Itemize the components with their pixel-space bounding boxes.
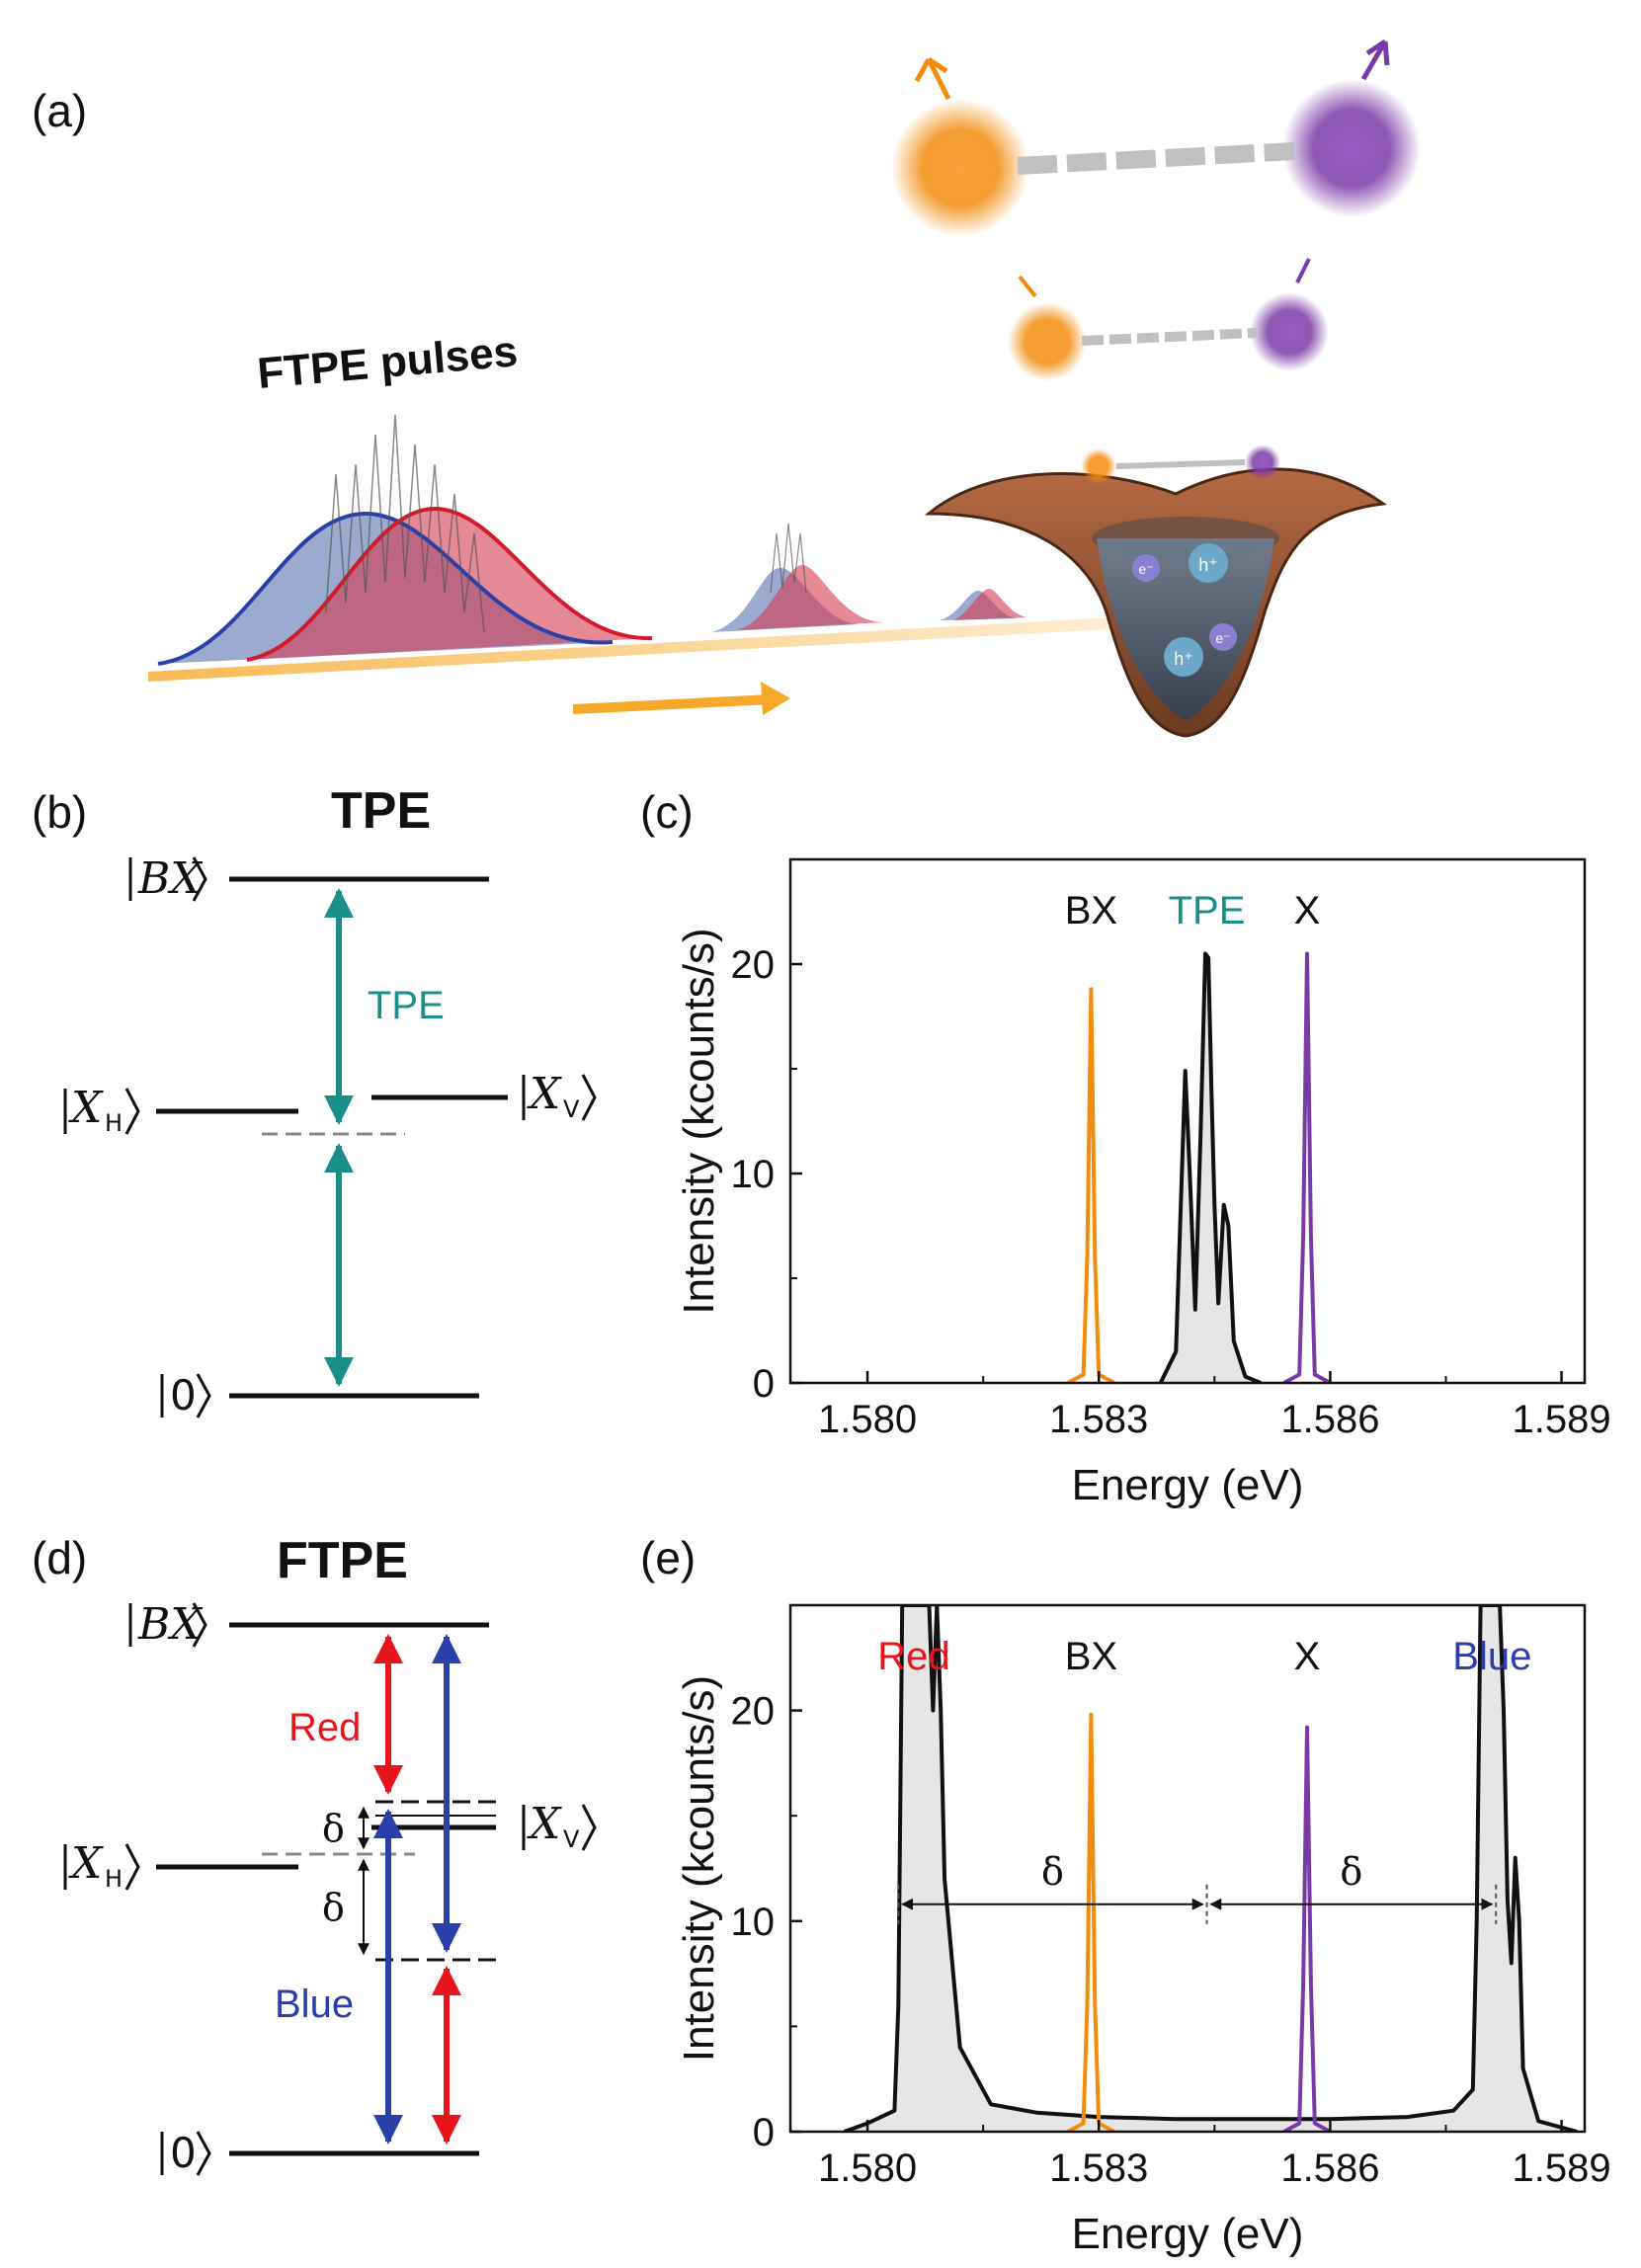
peak-label: Blue [1452, 1635, 1531, 1678]
ket-xv: X V [522, 1069, 597, 1123]
electron-icon [1209, 623, 1237, 651]
y-tick-label: 0 [753, 1362, 775, 1406]
plot-frame [788, 1603, 1587, 2134]
svg-text:X: X [68, 1838, 104, 1889]
svg-text:X: X [527, 1799, 562, 1849]
chart-ftpe-spectrum: 1.580 1.583 1.586 1.589 0 10 20 Energy (eV) Inte… [675, 1603, 1611, 2258]
panel-d: (d) FTPE δ δ Red Blue BX X H [32, 1532, 597, 2177]
svg-text:H: H [105, 1865, 123, 1893]
red-label: Red [288, 1706, 361, 1749]
y-tick-label: 10 [731, 1153, 776, 1196]
photon-pair-medium [1008, 258, 1329, 381]
propagation-arrowhead [761, 682, 790, 715]
panel-b: (b) TPE TPE BX X H X V 0 [32, 782, 597, 1419]
x-tick-label: 1.583 [1049, 2146, 1148, 2190]
series-line-2 [1282, 1725, 1332, 2132]
svg-text:0: 0 [170, 2129, 197, 2177]
electron-label: e⁻ [1215, 630, 1230, 646]
series-fill-1 [1160, 953, 1262, 1383]
delta-label: δ [1340, 1850, 1362, 1894]
electron-label: e⁻ [1138, 561, 1153, 577]
x-axis-label: Energy (eV) [1072, 2210, 1304, 2258]
panel-label-d: (d) [32, 1532, 87, 1583]
photon-pair-small [1081, 445, 1280, 484]
x-axis-label: Energy (eV) [1072, 1461, 1304, 1509]
photon-pair-large [891, 39, 1421, 237]
y-tick-label: 10 [731, 1901, 776, 1944]
delta-label-lower: δ [322, 1886, 345, 1929]
plot-frame [788, 857, 1587, 1385]
chart-tpe-spectrum: 1.580 1.583 1.586 1.589 0 10 20 Energy (eV) Inte… [675, 857, 1611, 1509]
panel-label-b: (b) [32, 786, 87, 838]
series-line-0 [843, 1605, 1578, 2132]
ftpe-diagram-title: FTPE [277, 1532, 408, 1589]
svg-text:BX: BX [137, 853, 203, 904]
hole-icon [1189, 543, 1228, 583]
series-line-1 [1158, 951, 1262, 1383]
peak-label: X [1294, 889, 1321, 932]
panel-label-e: (e) [640, 1532, 696, 1583]
pulse-medium [711, 523, 884, 632]
series-group [1067, 951, 1332, 1383]
x-tick-label: 1.589 [1513, 2146, 1611, 2190]
ket-xv: X V [522, 1799, 597, 1853]
blue-label: Blue [275, 1983, 354, 2026]
delta-label-upper: δ [322, 1807, 345, 1850]
x-tick-label: 1.580 [818, 1398, 917, 1441]
electron-icon [1132, 554, 1160, 582]
series-group [843, 1605, 1578, 2132]
quantum-dot: h⁺ h⁺ e⁻ e⁻ [924, 467, 1387, 738]
pulse-small [939, 589, 1027, 620]
y-axis-label: Intensity (kcounts/s) [675, 1675, 723, 2062]
ket-xh: X H [63, 1838, 140, 1893]
hole-icon [1164, 637, 1203, 677]
x-tick-label: 1.583 [1049, 1398, 1148, 1441]
peak-label: TPE [1169, 889, 1246, 932]
series-line-1 [1067, 1712, 1115, 2132]
svg-text:0: 0 [170, 1371, 197, 1419]
svg-text:H: H [105, 1109, 123, 1137]
svg-text:V: V [563, 1095, 580, 1123]
x-tick-label: 1.586 [1280, 1398, 1379, 1441]
svg-text:X: X [68, 1083, 104, 1133]
panel-a: (a) FTPE pulses [32, 39, 1421, 738]
ket-bx: BX [128, 1599, 207, 1650]
peak-label: Red [877, 1635, 949, 1678]
hole-label: h⁺ [1174, 649, 1193, 669]
ket-ground: 0 [160, 1371, 211, 1419]
panel-label-c: (c) [640, 786, 694, 838]
svg-text:X: X [527, 1069, 562, 1119]
svg-text:V: V [563, 1825, 580, 1853]
pulses-label: FTPE pulses [256, 327, 520, 398]
svg-text:BX: BX [137, 1599, 203, 1650]
x-tick-label: 1.586 [1280, 2146, 1379, 2190]
y-tick-label: 20 [731, 943, 776, 987]
ket-xh: X H [63, 1083, 140, 1137]
panel-label-a: (a) [32, 85, 87, 136]
y-axis-label: Intensity (kcounts/s) [675, 928, 723, 1314]
propagation-arrow [572, 694, 772, 714]
peak-label: BX [1065, 1635, 1117, 1678]
series-fill-0 [844, 1605, 1578, 2132]
x-tick-label: 1.589 [1513, 1398, 1611, 1441]
hole-label: h⁺ [1198, 555, 1218, 575]
ket-ground: 0 [160, 2129, 211, 2177]
pulse-large [157, 414, 653, 666]
y-tick-label: 20 [731, 1690, 776, 1734]
series-line-0 [1067, 987, 1115, 1383]
peak-label: X [1294, 1635, 1321, 1678]
delta-label: δ [1041, 1850, 1064, 1894]
tpe-arrow-label: TPE [368, 984, 445, 1027]
y-tick-label: 0 [753, 2111, 775, 2154]
laser-beam [148, 614, 1166, 682]
tpe-diagram-title: TPE [331, 782, 431, 840]
ket-bx: BX [128, 853, 207, 904]
series-line-2 [1282, 951, 1332, 1383]
peak-label: BX [1065, 889, 1117, 932]
x-tick-label: 1.580 [818, 2146, 917, 2190]
